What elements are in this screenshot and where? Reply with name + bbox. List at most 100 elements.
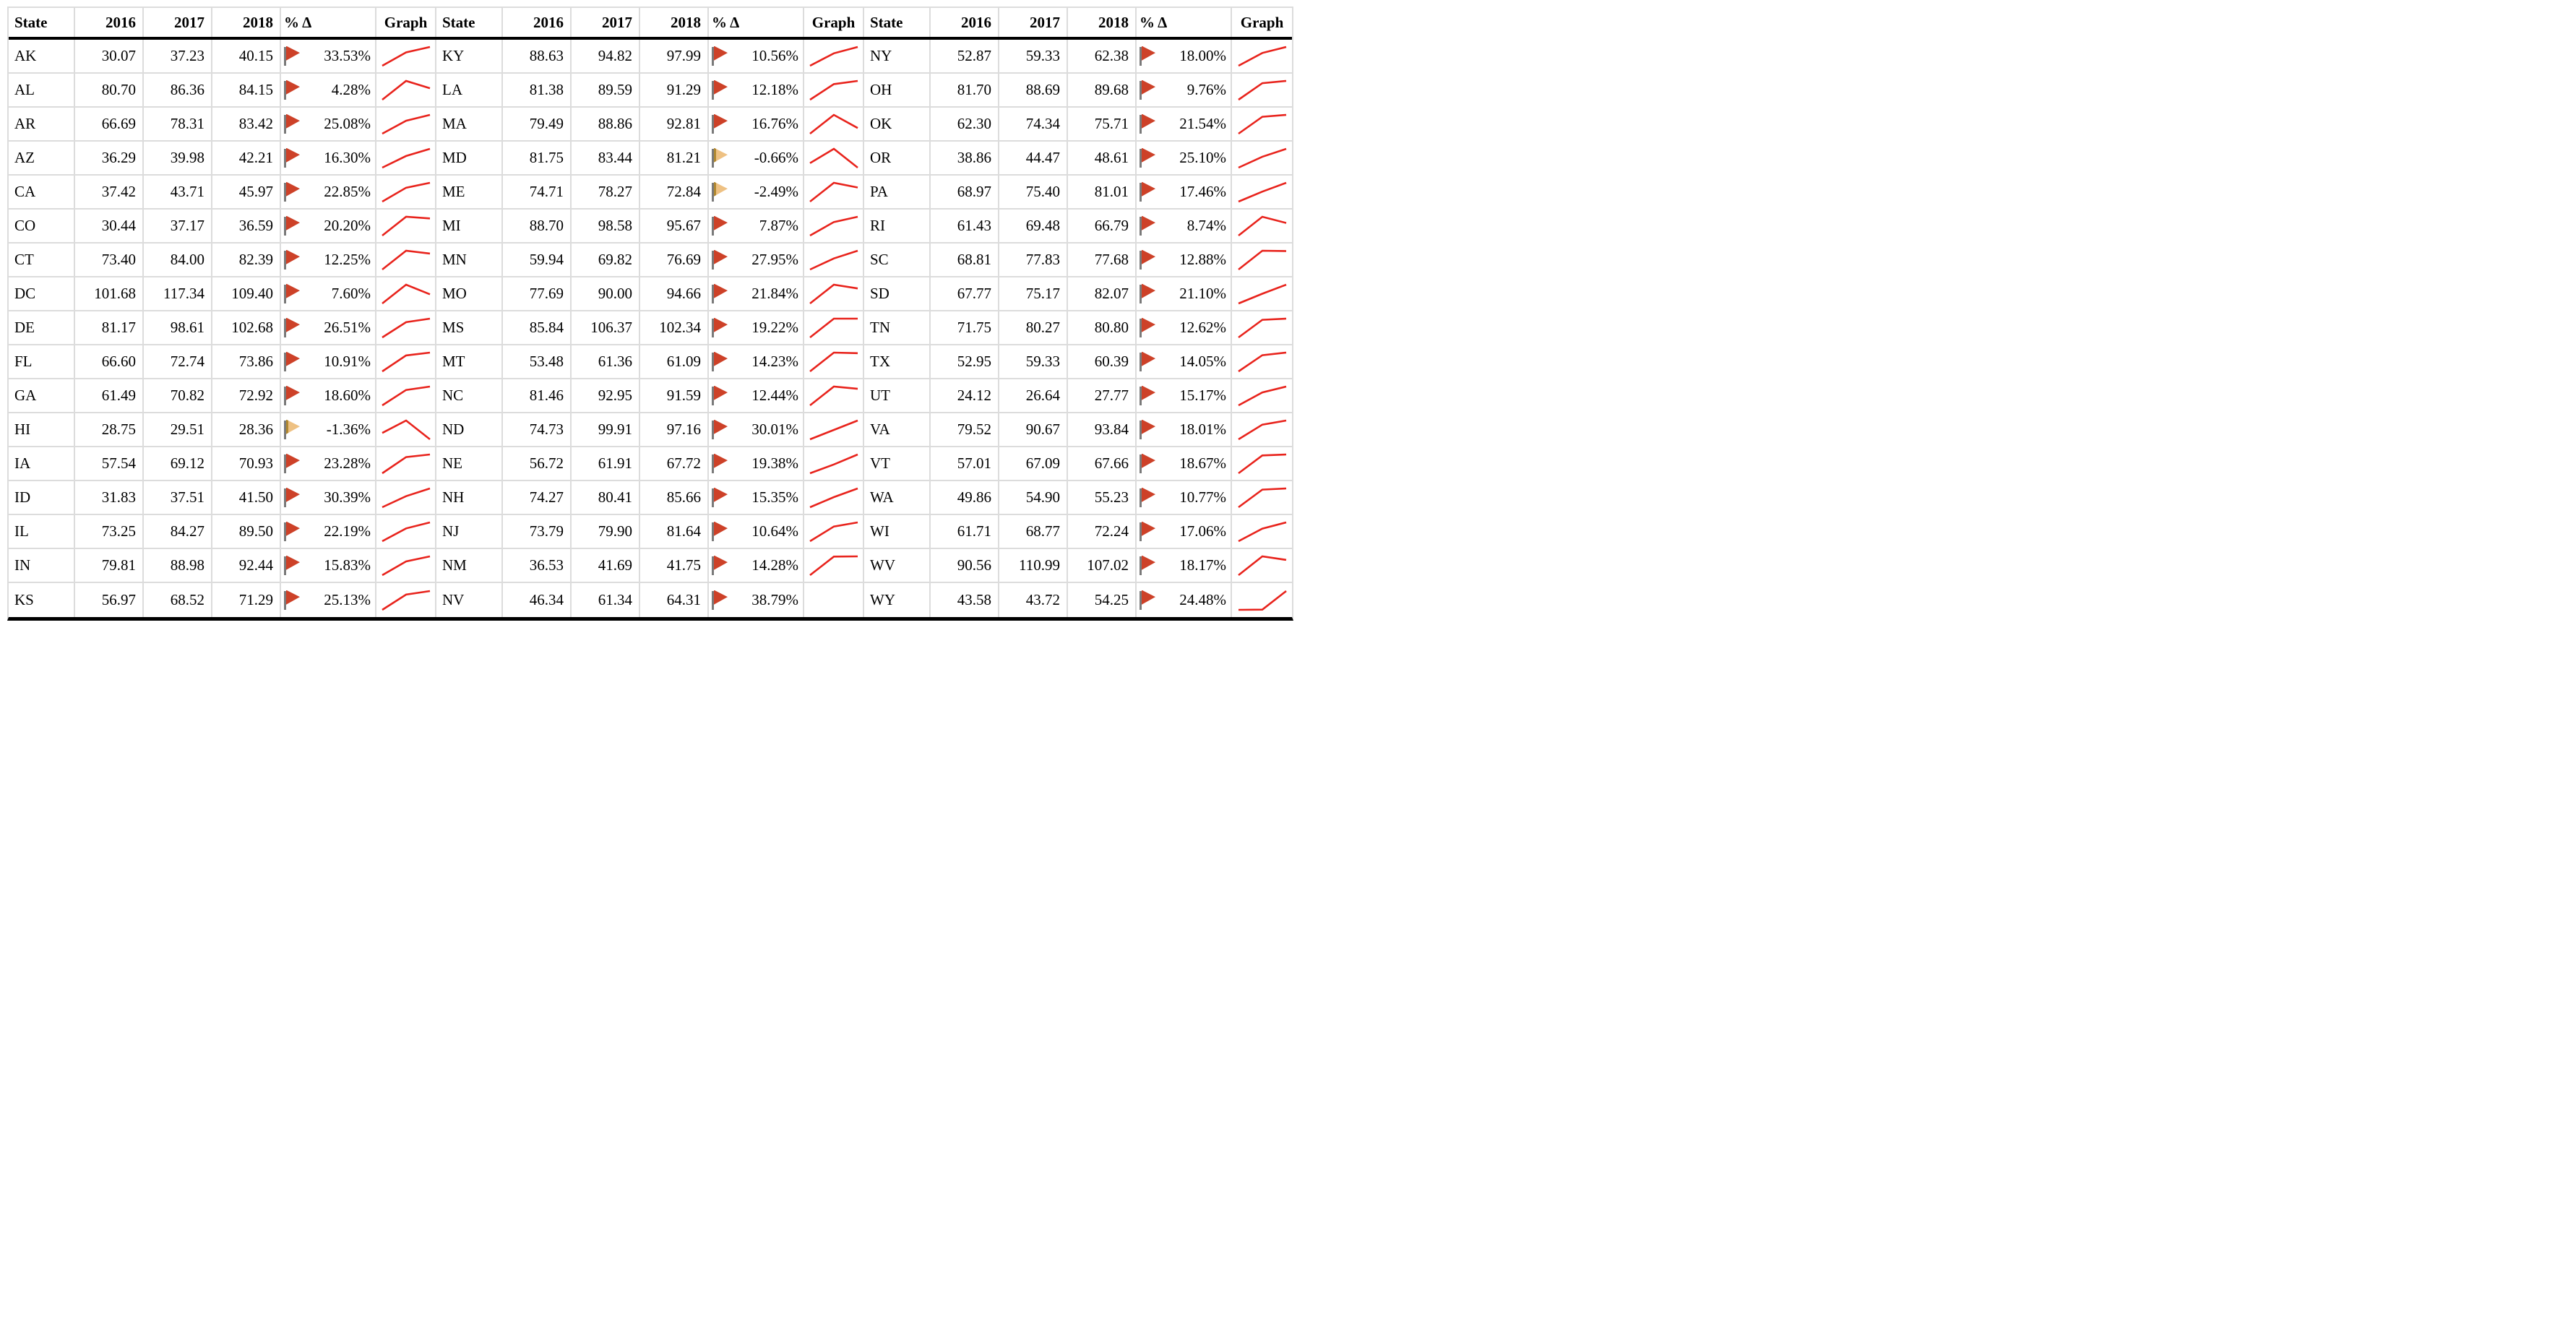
year-2016-cell: 81.75 (503, 142, 572, 174)
pct-change-value: 18.17% (1179, 556, 1226, 574)
trend-sparkline (381, 46, 430, 66)
flag-pole (712, 216, 714, 236)
pct-change-value: 12.25% (324, 251, 371, 268)
trend-sparkline (809, 113, 858, 134)
flag-pole (712, 250, 714, 270)
table-row: KS 56.97 68.52 71.29 25.13% (9, 583, 436, 617)
flag-pennant (286, 385, 300, 400)
flag-icon (712, 317, 728, 338)
year-2016-cell: 73.79 (503, 515, 572, 548)
year-2017-cell: 75.40 (999, 176, 1068, 208)
flag-pole (284, 182, 286, 202)
flag-pole (284, 216, 286, 236)
pct-change-cell: 21.54% (1137, 108, 1232, 140)
year-2018-cell: 48.61 (1068, 142, 1137, 174)
flag-pole (712, 488, 714, 507)
graph-cell (376, 549, 436, 582)
state-cell: OR (864, 142, 931, 174)
trend-sparkline (809, 317, 858, 338)
pct-change-value: 25.13% (324, 591, 371, 608)
year-2017-cell: 75.17 (999, 277, 1068, 310)
flag-pennant (286, 590, 300, 605)
flag-pennant (1142, 283, 1155, 298)
flag-pennant (1142, 249, 1155, 264)
flag-icon (712, 521, 728, 542)
flag-pole (712, 284, 714, 303)
trend-sparkline (809, 283, 858, 304)
year-2018-cell: 41.75 (640, 549, 709, 582)
flag-pole (1140, 522, 1142, 541)
year-2016-cell: 68.97 (931, 176, 999, 208)
year-2016-cell: 46.34 (503, 583, 572, 617)
year-2016-cell: 53.48 (503, 345, 572, 378)
year-2017-cell: 88.86 (572, 108, 640, 140)
pct-change-cell: 15.17% (1137, 379, 1232, 412)
flag-pole (284, 80, 286, 100)
flag-pennant (286, 453, 300, 468)
flag-pole (1140, 148, 1142, 168)
pct-change-cell: 27.95% (709, 244, 804, 276)
flag-pole (1140, 80, 1142, 100)
flag-pennant (1142, 419, 1155, 434)
column-header: 2016 (75, 8, 144, 37)
pct-change-value: 22.85% (324, 183, 371, 200)
year-2018-cell: 76.69 (640, 244, 709, 276)
pct-change-cell: 30.01% (709, 413, 804, 446)
flag-icon (1140, 46, 1156, 66)
graph-cell (376, 108, 436, 140)
flag-icon (712, 46, 728, 66)
flag-pennant (1142, 351, 1155, 366)
year-2018-cell: 102.34 (640, 311, 709, 344)
pct-change-value: 33.53% (324, 47, 371, 64)
pct-change-cell: 10.77% (1137, 481, 1232, 514)
flag-icon (1140, 181, 1156, 202)
flag-icon (284, 317, 301, 338)
year-2016-cell: 61.43 (931, 210, 999, 242)
header-row: State 2016 2017 2018% Δ Graph (9, 8, 436, 40)
trend-sparkline (381, 317, 430, 338)
year-2017-cell: 80.41 (572, 481, 640, 514)
year-2017-cell: 41.69 (572, 549, 640, 582)
pct-change-cell: 19.38% (709, 447, 804, 480)
year-2018-cell: 102.68 (212, 311, 281, 344)
state-cell: NY (864, 40, 931, 72)
state-cell: AZ (9, 142, 75, 174)
pct-change-value: 14.23% (751, 353, 798, 370)
year-2017-cell: 59.33 (999, 345, 1068, 378)
trend-sparkline (1237, 249, 1286, 270)
year-2016-cell: 68.81 (931, 244, 999, 276)
graph-cell (1232, 244, 1292, 276)
table-row: WV 90.56 110.99 107.02 18.17% (864, 549, 1292, 583)
pct-change-value: 20.20% (324, 217, 371, 234)
graph-cell (1232, 549, 1292, 582)
pct-change-cell: 25.08% (281, 108, 376, 140)
year-2017-cell: 90.00 (572, 277, 640, 310)
pct-change-cell: 7.60% (281, 277, 376, 310)
pct-change-value: 21.84% (751, 285, 798, 302)
year-2017-cell: 69.12 (144, 447, 212, 480)
flag-icon (284, 590, 301, 611)
year-2018-cell: 82.39 (212, 244, 281, 276)
flag-pennant (714, 79, 728, 95)
pct-change-value: 15.17% (1179, 387, 1226, 404)
flag-pole (284, 352, 286, 371)
graph-cell (1232, 379, 1292, 412)
table-row: NH 74.27 80.41 85.66 15.35% (436, 481, 864, 515)
state-cell: VT (864, 447, 931, 480)
column-header: % Δ (281, 8, 376, 37)
year-2018-cell: 55.23 (1068, 481, 1137, 514)
year-2017-cell: 94.82 (572, 40, 640, 72)
pct-change-value: 19.22% (751, 319, 798, 336)
table-panel: State 2016 2017 2018% Δ Graph NY 52.87 59.33 62.… (864, 8, 1292, 617)
year-2017-cell: 89.59 (572, 74, 640, 106)
flag-icon (1140, 385, 1156, 406)
year-2016-cell: 81.70 (931, 74, 999, 106)
graph-cell (804, 481, 864, 514)
graph-cell (1232, 277, 1292, 310)
state-cell: OK (864, 108, 931, 140)
flag-pennant (714, 46, 728, 61)
flag-pennant (714, 385, 728, 400)
year-2016-cell: 62.30 (931, 108, 999, 140)
state-cell: OH (864, 74, 931, 106)
flag-pole (1140, 46, 1142, 66)
